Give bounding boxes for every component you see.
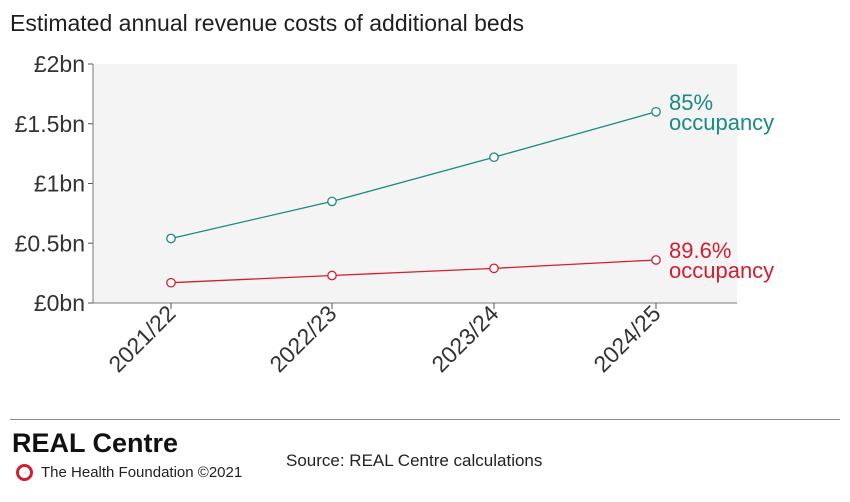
footer-divider (10, 419, 840, 420)
y-tick-label: £0bn (34, 290, 85, 316)
source-note: Source: REAL Centre calculations (286, 451, 543, 470)
series-label: occupancy (669, 110, 774, 135)
data-point (651, 106, 661, 117)
series-line (170, 111, 657, 240)
y-tick-label: £1.5bn (15, 111, 85, 137)
organization-name: The Health Foundation ©2021 (41, 464, 243, 481)
data-point (166, 233, 176, 244)
organization: The Health Foundation ©2021 (16, 464, 242, 481)
data-point (327, 196, 337, 207)
series-label: 89.6% (669, 238, 731, 263)
x-tick-label: 2021/22 (103, 300, 180, 377)
data-point (651, 255, 661, 265)
brand-name: REAL Centre (12, 428, 179, 458)
data-point (327, 270, 337, 281)
data-point (489, 263, 499, 274)
x-tick-label: 2024/25 (588, 300, 665, 377)
y-tick-label: £2bn (34, 51, 85, 77)
chart-title: Estimated annual revenue costs of additi… (10, 10, 524, 36)
data-point (166, 277, 176, 288)
y-tick-label: £0.5bn (15, 230, 85, 256)
series-label: occupancy (669, 258, 774, 283)
y-tick-label: £1bn (34, 171, 85, 197)
x-tick-label: 2022/23 (264, 300, 341, 377)
x-tick-label: 2023/24 (426, 300, 503, 377)
series-label: 85% (669, 90, 713, 115)
health-foundation-ring-icon (16, 464, 33, 481)
line-chart: £0bn £0.5bn £1bn £1.5bn £2bn 2021/22 2022/23 20… (15, 51, 775, 377)
plot-area (93, 64, 737, 303)
series-line (170, 259, 657, 284)
data-point (489, 152, 499, 163)
